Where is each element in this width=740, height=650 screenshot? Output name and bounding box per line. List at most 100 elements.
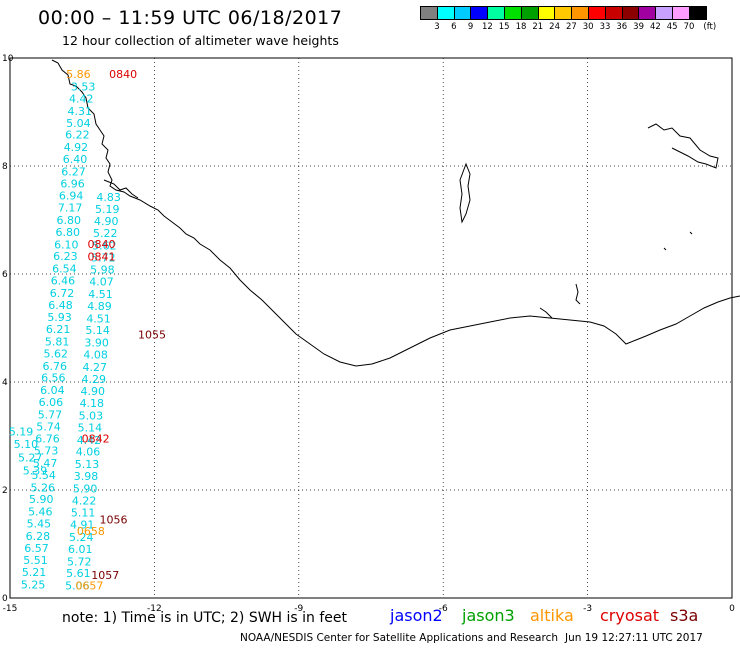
observation-label-jason3: 5.72 <box>67 555 92 568</box>
observation-label-jason3: 5.19 <box>95 203 120 216</box>
observation-label-jason3: 5.21 <box>22 566 47 579</box>
longitude-tick-label: -12 <box>147 604 162 614</box>
observation-label-jason3: 4.51 <box>88 288 113 301</box>
color-scale-label: 24 <box>549 22 561 32</box>
latitude-tick-label: 8 <box>2 162 8 172</box>
observation-label-jason3: 6.96 <box>60 177 85 190</box>
observation-label-altika: 0658 <box>77 525 105 538</box>
observation-label-jason3: 4.91 <box>70 519 95 532</box>
observation-label-jason3: 5.93 <box>47 311 72 324</box>
observation-label-cryosat: 0840 <box>109 68 137 81</box>
map-subtitle: 12 hour collection of altimeter wave hei… <box>62 33 339 48</box>
color-scale-bar <box>420 6 707 20</box>
observation-label-jason3: 6.06 <box>39 396 64 409</box>
observation-label-jason3: 5.72 <box>91 251 116 264</box>
observation-label-jason3: 5.04 <box>66 117 91 130</box>
observation-label-jason3: 4.06 <box>76 446 101 459</box>
observation-label-jason3: 4.31 <box>68 105 93 118</box>
observation-label-jason3: 4.08 <box>83 348 108 361</box>
altimeter-observations: 3.534.424.315.046.224.926.406.276.966.94… <box>9 68 166 592</box>
observation-label-jason3: 5.46 <box>28 506 53 519</box>
observation-label-jason3: 5.90 <box>73 482 98 495</box>
color-scale-label: 15 <box>498 22 510 32</box>
observation-label-jason3: 4.89 <box>87 300 112 313</box>
observation-label-jason3: 6.40 <box>63 153 88 166</box>
observation-label-jason3: 6.56 <box>41 372 66 385</box>
longitude-tick-label: -15 <box>3 604 18 614</box>
cape-shoreline-detail <box>103 179 139 199</box>
observation-label-jason3: 5.06 <box>65 580 90 593</box>
color-scale-label: 6 <box>451 22 457 32</box>
observation-label-jason3: 4.42 <box>69 93 94 106</box>
observation-label-jason3: 4.90 <box>94 215 119 228</box>
longitude-tick-label: -6 <box>439 604 448 614</box>
observation-label-jason3: 7.17 <box>58 202 83 215</box>
lat-lon-grid <box>9 57 733 599</box>
observation-label-jason3: 5.39 <box>23 465 48 478</box>
inlet-south <box>575 283 581 305</box>
observation-label-jason3: 5.24 <box>69 531 94 544</box>
observation-label-jason3: 3.90 <box>84 337 109 350</box>
observation-label-jason3: 5.25 <box>21 579 46 592</box>
observation-label-jason3: 6.23 <box>53 250 78 263</box>
satellite-label-s3a: s3a <box>670 606 699 625</box>
observation-label-jason3: 6.80 <box>56 214 81 227</box>
color-scale-labels: 3 6 9 12 15 18 21 24 27 30 33 36 39 42 45 70 (ft) <box>420 22 740 36</box>
observation-label-jason3: 6.22 <box>65 129 90 142</box>
satellite-label-altika: altika <box>530 606 574 625</box>
observation-label-jason3: 6.27 <box>61 165 86 178</box>
color-scale-label: 45 <box>666 22 678 32</box>
color-scale-label: 3 <box>434 22 440 32</box>
longitude-tick-label: 0 <box>729 604 735 614</box>
observation-label-jason3: 6.01 <box>68 543 93 556</box>
observation-label-jason3: 5.77 <box>38 408 63 421</box>
observation-label-jason3: 5.74 <box>36 420 61 433</box>
observation-label-s3a: 1056 <box>99 514 127 527</box>
observation-label-jason3: 5.51 <box>23 554 48 567</box>
observation-label-jason3: 5.73 <box>34 445 59 458</box>
color-scale-label: (ft) <box>703 22 717 32</box>
observation-label-cryosat: 0841 <box>87 251 115 264</box>
observation-label-jason3: 5.90 <box>29 493 54 506</box>
color-scale-label: 70 <box>683 22 695 32</box>
observation-label-jason3: 4.83 <box>96 191 121 204</box>
observation-label-jason3: 4.07 <box>89 276 114 289</box>
observation-label-jason3: 3.53 <box>71 81 96 94</box>
axis-tick-labels: -15 -12 -9 -6 -3 0 0 2 4 6 8 10 <box>2 54 735 614</box>
observation-label-jason3: 5.62 <box>43 347 68 360</box>
observation-label-jason3: 6.04 <box>40 384 65 397</box>
latitude-tick-label: 2 <box>2 486 8 496</box>
latitude-tick-label: 6 <box>2 270 8 280</box>
coastline <box>51 59 740 367</box>
observation-label-jason3: 6.76 <box>43 360 68 373</box>
observation-label-jason3: 5.81 <box>45 336 70 349</box>
observation-label-jason3: 6.57 <box>24 542 49 555</box>
credit-line: NOAA/NESDIS Center for Satellite Applica… <box>240 632 558 644</box>
observation-label-jason3: 5.62 <box>92 239 117 252</box>
observation-label-jason3: 5.13 <box>75 458 100 471</box>
observation-label-altika: 5.86 <box>66 68 91 81</box>
color-scale-label: 42 <box>649 22 661 32</box>
observation-label-jason3: 6.94 <box>59 190 84 203</box>
observation-label-jason3: 5.27 <box>18 452 43 465</box>
longitude-tick-label: -3 <box>583 604 592 614</box>
observation-label-jason3: 5.14 <box>78 421 103 434</box>
color-scale-label: 9 <box>467 22 474 32</box>
observation-label-cryosat: 0842 <box>82 433 110 446</box>
observation-label-jason3: 6.21 <box>46 323 71 336</box>
color-scale-label: 27 <box>565 22 577 32</box>
observation-label-cryosat: 0840 <box>87 238 115 251</box>
longitude-tick-label: -9 <box>294 604 303 614</box>
observation-label-jason3: 6.46 <box>51 274 76 287</box>
observation-label-jason3: 4.90 <box>81 385 106 398</box>
color-scale-label: 21 <box>532 22 544 32</box>
observation-label-jason3: 6.28 <box>26 530 51 543</box>
observation-label-jason3: 5.54 <box>31 469 56 482</box>
observation-label-s3a: 1057 <box>91 569 119 582</box>
color-scale-label: 18 <box>515 22 527 32</box>
observation-label-jason3: 5.61 <box>66 567 91 580</box>
observation-label-jason3: 5.14 <box>85 324 110 337</box>
color-scale-label: 30 <box>582 22 594 32</box>
map-title: 00:00 – 11:59 UTC 06/18/2017 <box>38 7 343 29</box>
satellite-label-jason2: jason2 <box>390 606 443 625</box>
